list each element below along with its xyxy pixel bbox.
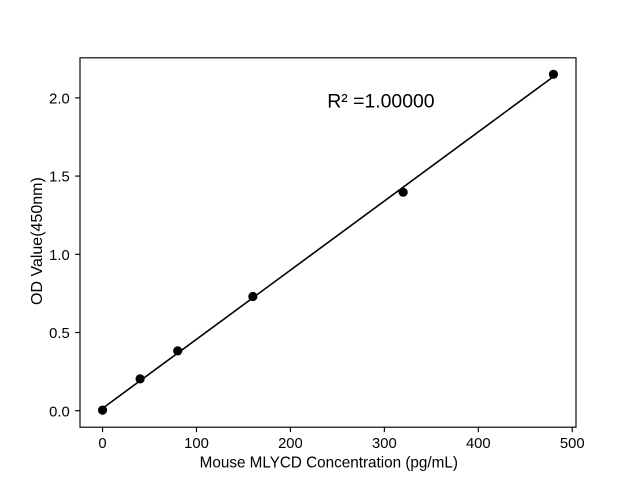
svg-text:0: 0 (98, 436, 106, 452)
svg-text:OD Value(450nm): OD Value(450nm) (29, 177, 46, 305)
svg-text:400: 400 (466, 436, 491, 452)
svg-text:0.5: 0.5 (49, 326, 70, 342)
svg-text:Mouse MLYCD Concentration (pg/: Mouse MLYCD Concentration (pg/mL) (200, 454, 458, 471)
svg-text:300: 300 (372, 436, 397, 452)
svg-text:2.0: 2.0 (49, 92, 70, 108)
svg-text:1.0: 1.0 (49, 248, 70, 264)
svg-text:0.0: 0.0 (49, 404, 70, 420)
svg-text:1.5: 1.5 (49, 170, 70, 186)
svg-text:200: 200 (278, 436, 303, 452)
svg-text:100: 100 (184, 436, 209, 452)
svg-text:500: 500 (560, 436, 585, 452)
svg-text:R² =1.00000: R² =1.00000 (327, 91, 434, 113)
